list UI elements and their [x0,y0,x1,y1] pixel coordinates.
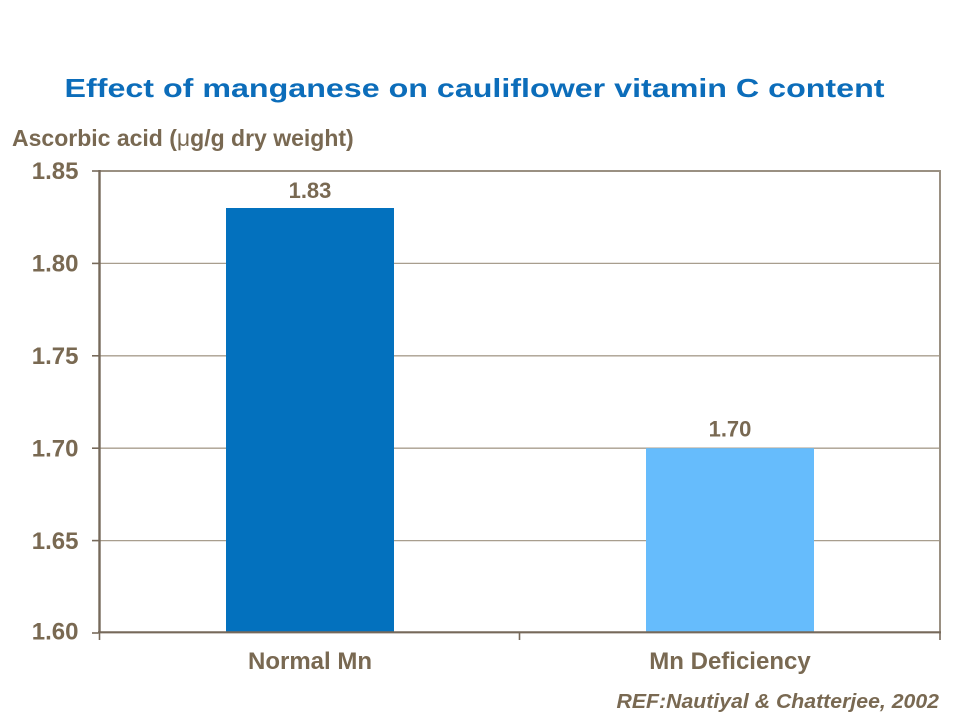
svg-text:1.85: 1.85 [32,158,79,185]
svg-text:1.60: 1.60 [32,619,79,646]
svg-text:1.83: 1.83 [289,178,332,203]
svg-text:Ascorbic acid (μg/g dry weight: Ascorbic acid (μg/g dry weight) [12,125,354,151]
svg-text:1.75: 1.75 [32,343,79,370]
svg-text:Effect of manganese on caulifl: Effect of manganese on cauliflower vitam… [65,73,885,103]
svg-text:Mn Deficiency: Mn Deficiency [649,648,811,675]
svg-text:Normal Mn: Normal Mn [248,648,372,675]
svg-text:1.80: 1.80 [32,251,79,278]
svg-text:1.70: 1.70 [32,435,79,462]
svg-text:1.65: 1.65 [32,528,79,555]
svg-text:REF:Nautiyal & Chatterjee, 200: REF:Nautiyal & Chatterjee, 2002 [617,691,940,713]
svg-text:1.70: 1.70 [709,417,752,442]
